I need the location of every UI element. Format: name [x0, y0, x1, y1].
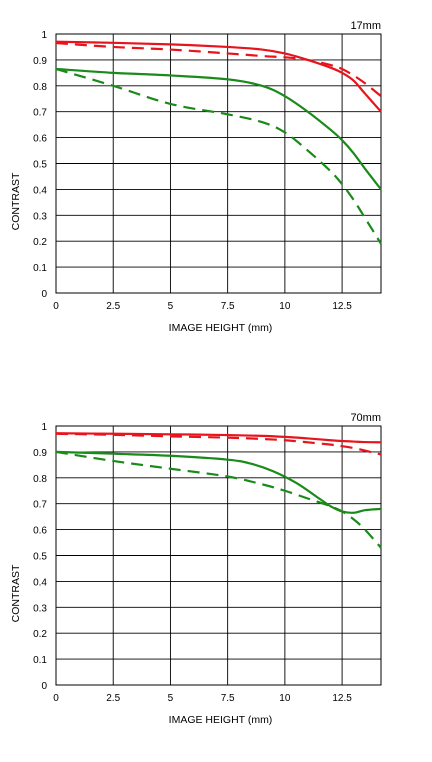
y-tick-label: 0.2 — [33, 629, 47, 640]
series-line-2 — [55, 450, 382, 514]
series-line-3 — [55, 67, 382, 245]
x-tick-label: 2.5 — [106, 693, 120, 704]
y-tick-label: 0.9 — [33, 56, 47, 67]
x-tick-label: 7.5 — [221, 693, 235, 704]
mtf-chart-17mm-svg: 00.10.20.30.40.50.60.70.80.910 2.5 5 7.5 10 1… — [10, 20, 382, 334]
y-tick-label: 0.2 — [33, 237, 47, 248]
x-tick-label: 10 — [279, 301, 291, 312]
y-tick-label: 0.8 — [33, 474, 47, 485]
x-axis-label: IMAGE HEIGHT (mm) — [169, 714, 273, 726]
y-tick-label: 0.1 — [33, 655, 47, 666]
y-tick-label: 0.7 — [33, 108, 47, 119]
series-line-1 — [55, 41, 382, 98]
y-axis-label: CONTRAST — [10, 172, 22, 230]
series-line-2 — [55, 67, 382, 191]
y-tick-label: 0.5 — [33, 160, 47, 171]
x-tick-label: 12.5 — [332, 693, 352, 704]
x-tick-label: 10 — [279, 693, 291, 704]
x-axis-label: IMAGE HEIGHT (mm) — [169, 322, 273, 334]
chart-title: 17mm — [350, 20, 381, 32]
y-tick-label: 0.4 — [33, 577, 47, 588]
y-tick-label: 0.6 — [33, 526, 47, 537]
x-tick-label: 0 — [53, 693, 59, 704]
plot-frame — [55, 33, 382, 294]
x-tick-label: 0 — [53, 301, 59, 312]
y-tick-label: 0.5 — [33, 552, 47, 563]
y-tick-label: 0.3 — [33, 211, 47, 222]
x-tick-label: 2.5 — [106, 301, 120, 312]
x-tick-label: 5 — [168, 301, 174, 312]
y-tick-label: 1 — [41, 422, 47, 433]
x-tick-label: 5 — [168, 693, 174, 704]
mtf-chart-70mm: 0 0.1 0.2 0.3 0.4 0.5 0.6 0.7 0.8 0.9 1 0 2.5 5 7.5 10 1… — [0, 400, 432, 760]
y-tick-label: 1 — [41, 30, 47, 41]
mtf-chart-17mm: 0 0.1 0.2 0.3 0.4 0.5 0.6 0.7 0.8 0.9 1 0 2.5 5 7.5 10 1… — [0, 8, 432, 368]
plot-frame — [55, 425, 382, 686]
y-tick-label: 0.8 — [33, 82, 47, 93]
series-line-0 — [55, 432, 382, 444]
y-tick-label: 0.7 — [33, 500, 47, 511]
y-tick-label: 0.1 — [33, 263, 47, 274]
x-tick-label: 12.5 — [332, 301, 352, 312]
mtf-chart-70mm-svg: 00.10.20.30.40.50.60.70.80.910 2.5 5 7.5 10 1… — [10, 412, 382, 726]
y-tick-label: 0 — [41, 681, 47, 692]
series-line-3 — [55, 450, 382, 549]
y-tick-label: 0.9 — [33, 448, 47, 459]
series-line-1 — [55, 432, 382, 456]
y-tick-label: 0.3 — [33, 603, 47, 614]
chart-title: 70mm — [350, 412, 381, 424]
y-tick-label: 0.4 — [33, 185, 47, 196]
series-line-0 — [55, 40, 382, 113]
y-axis-label: CONTRAST — [10, 564, 22, 622]
y-tick-label: 0 — [41, 289, 47, 300]
x-tick-label: 7.5 — [221, 301, 235, 312]
y-tick-label: 0.6 — [33, 134, 47, 145]
